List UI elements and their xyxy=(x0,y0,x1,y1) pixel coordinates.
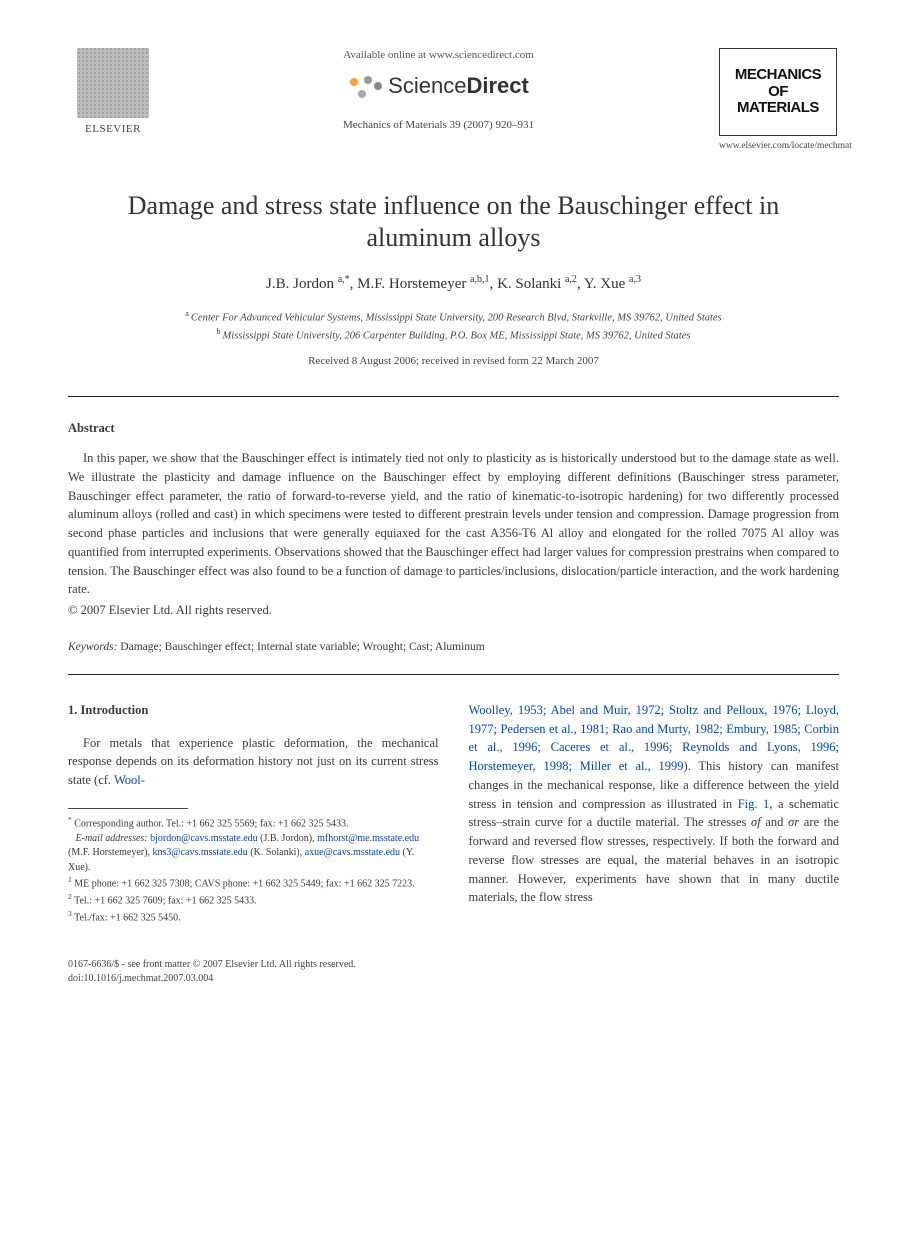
sciencedirect-logo: ScienceDirect xyxy=(348,70,529,102)
elsevier-logo-block: ELSEVIER xyxy=(68,48,158,148)
intro-para-left: For metals that experience plastic defor… xyxy=(68,734,439,790)
available-online-text: Available online at www.sciencedirect.co… xyxy=(178,48,699,64)
right-column: Woolley, 1953; Abel and Muir, 1972; Stol… xyxy=(469,701,840,926)
page-header: ELSEVIER Available online at www.science… xyxy=(68,48,839,154)
sciencedirect-wordmark: ScienceDirect xyxy=(388,70,529,102)
abstract-body: In this paper, we show that the Bauschin… xyxy=(68,449,839,599)
email-link-4[interactable]: axue@cavs.msstate.edu xyxy=(305,847,400,858)
sigma-f: σf xyxy=(751,815,761,829)
journal-cover-block: MECHANICS OF MATERIALS www.elsevier.com/… xyxy=(719,48,839,154)
section-1-heading: 1. Introduction xyxy=(68,701,439,720)
elsevier-tree-icon xyxy=(77,48,149,118)
fn2-text: Tel.: +1 662 325 7609; fax: +1 662 325 5… xyxy=(74,895,257,906)
body-columns: 1. Introduction For metals that experien… xyxy=(68,701,839,926)
doi-line: doi:10.1016/j.mechmat.2007.03.004 xyxy=(68,972,839,986)
fig-1-link[interactable]: Fig. 1 xyxy=(738,797,770,811)
sd-suffix: Direct xyxy=(466,73,528,98)
footnote-separator xyxy=(68,808,188,809)
footnote-1: 1 ME phone: +1 662 325 7308; CAVS phone:… xyxy=(68,875,439,892)
email-who-1: (J.B. Jordon), xyxy=(258,833,317,844)
rule-bottom xyxy=(68,674,839,675)
abstract-copyright: © 2007 Elsevier Ltd. All rights reserved… xyxy=(68,601,839,619)
intro-and: and xyxy=(761,815,788,829)
affiliation-a: aCenter For Advanced Vehicular Systems, … xyxy=(68,308,839,326)
footnote-corresponding: * Corresponding author. Tel.: +1 662 325… xyxy=(68,815,439,832)
email-link-2[interactable]: mfhorst@me.msstate.edu xyxy=(317,833,419,844)
journal-reference: Mechanics of Materials 39 (2007) 920–931 xyxy=(178,118,699,134)
keywords-list: Damage; Bauschinger effect; Internal sta… xyxy=(120,641,484,653)
author-list: J.B. Jordon a,*, M.F. Horstemeyer a,b,1,… xyxy=(68,273,839,296)
keywords-line: Keywords: Damage; Bauschinger effect; In… xyxy=(68,639,839,656)
affiliation-b-text: Mississippi State University, 206 Carpen… xyxy=(223,330,691,341)
footnote-3: 3 Tel./fax: +1 662 325 5450. xyxy=(68,909,439,926)
page-footer: 0167-6636/$ - see front matter © 2007 El… xyxy=(68,958,839,986)
journal-logo-line1: MECHANICS xyxy=(735,67,821,84)
fn1-text: ME phone: +1 662 325 7308; CAVS phone: +… xyxy=(74,879,414,890)
affiliation-b: bMississippi State University, 206 Carpe… xyxy=(68,326,839,344)
fn3-text: Tel./fax: +1 662 325 5450. xyxy=(74,912,181,923)
elsevier-label: ELSEVIER xyxy=(85,122,141,138)
abstract-section: Abstract In this paper, we show that the… xyxy=(68,419,839,619)
email-link-3[interactable]: kns3@cavs.msstate.edu xyxy=(152,847,247,858)
affiliations: aCenter For Advanced Vehicular Systems, … xyxy=(68,308,839,345)
header-center: Available online at www.sciencedirect.co… xyxy=(158,48,719,134)
sigma-r: σr xyxy=(788,815,799,829)
footnote-emails: E-mail addresses: bjordon@cavs.msstate.e… xyxy=(68,832,439,876)
keywords-label: Keywords: xyxy=(68,641,117,653)
footnote-2: 2 Tel.: +1 662 325 7609; fax: +1 662 325… xyxy=(68,892,439,909)
paper-title: Damage and stress state influence on the… xyxy=(108,190,799,255)
email-label: E-mail addresses: xyxy=(76,833,148,844)
email-who-3: (K. Solanki), xyxy=(248,847,305,858)
intro-para-right: Woolley, 1953; Abel and Muir, 1972; Stol… xyxy=(469,701,840,907)
rule-top xyxy=(68,396,839,397)
journal-logo-line2: OF xyxy=(735,84,821,101)
sd-prefix: Science xyxy=(388,73,466,98)
issn-line: 0167-6636/$ - see front matter © 2007 El… xyxy=(68,958,839,972)
ref-link-woolley[interactable]: Wool- xyxy=(114,773,145,787)
footnotes: * Corresponding author. Tel.: +1 662 325… xyxy=(68,815,439,926)
corr-asterisk: * xyxy=(68,815,72,824)
journal-cover-text: MECHANICS OF MATERIALS xyxy=(735,67,821,117)
affiliation-a-text: Center For Advanced Vehicular Systems, M… xyxy=(191,312,722,323)
journal-cover-logo: MECHANICS OF MATERIALS xyxy=(719,48,837,136)
journal-logo-line3: MATERIALS xyxy=(735,100,821,117)
left-column: 1. Introduction For metals that experien… xyxy=(68,701,439,926)
article-dates: Received 8 August 2006; received in revi… xyxy=(68,354,839,370)
email-link-1[interactable]: bjordon@cavs.msstate.edu xyxy=(150,833,258,844)
sciencedirect-dots-icon xyxy=(348,74,382,98)
abstract-heading: Abstract xyxy=(68,419,839,437)
journal-url: www.elsevier.com/locate/mechmat xyxy=(719,140,839,154)
email-who-2: (M.F. Horstemeyer), xyxy=(68,847,152,858)
corr-text: Corresponding author. Tel.: +1 662 325 5… xyxy=(74,818,348,829)
